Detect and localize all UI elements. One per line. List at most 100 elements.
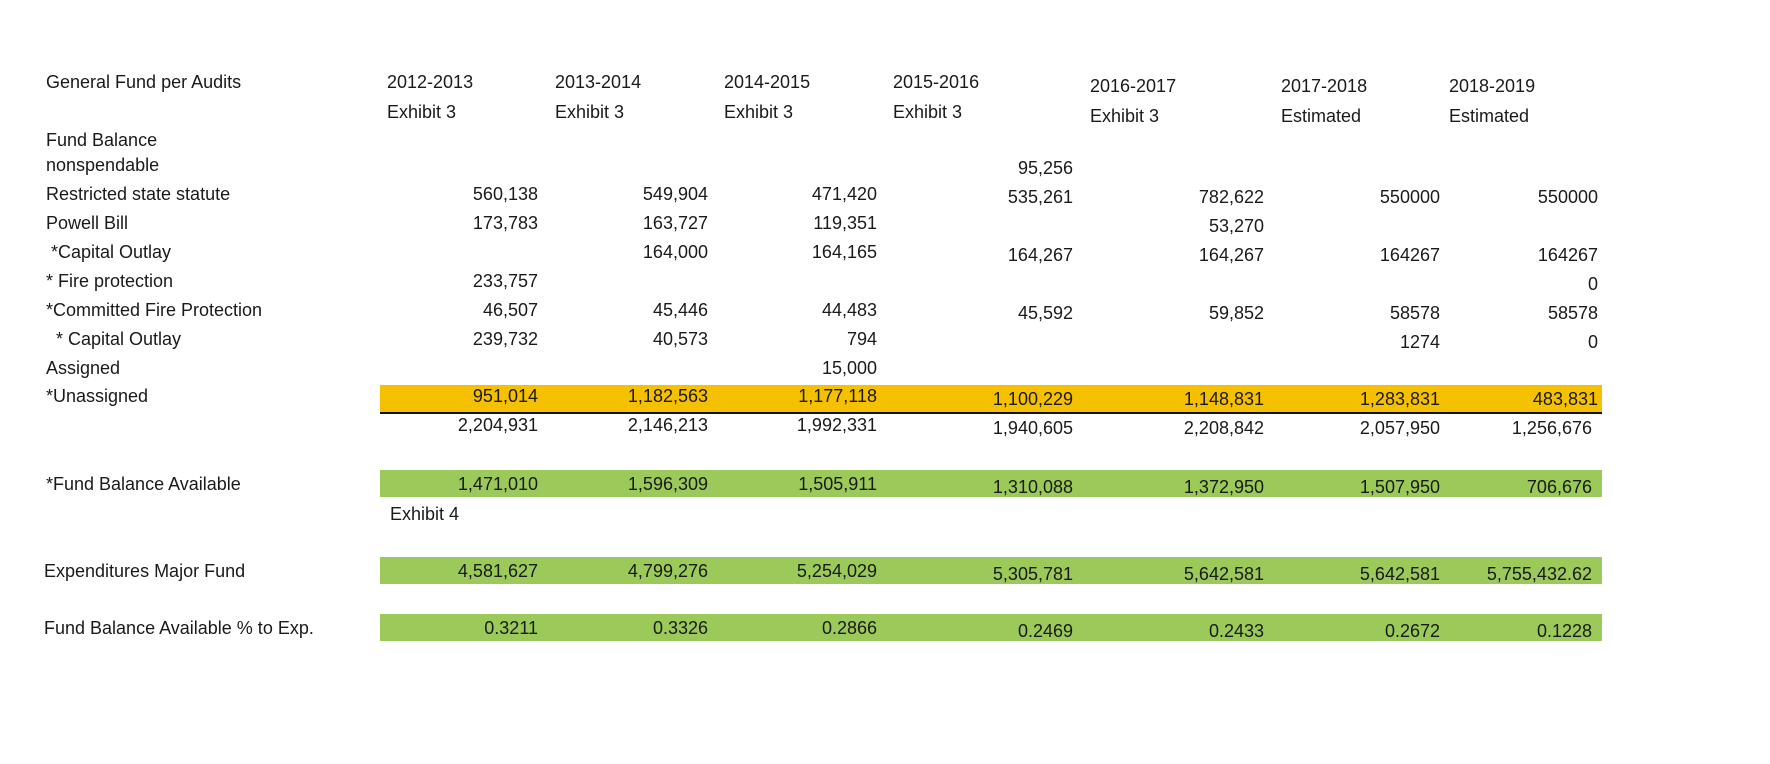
fund-balance-available-label: *Fund Balance Available	[46, 474, 241, 494]
value-cell: 1,596,309	[627, 474, 708, 494]
value-cell: 2,057,950	[1359, 418, 1440, 438]
row-cell: 164267	[1379, 245, 1440, 265]
row-label: * Capital Outlay	[46, 329, 182, 349]
row-label: nonspendable	[46, 155, 160, 175]
row-cell: 164,267	[1007, 245, 1073, 265]
row-cell: 782,622	[1198, 187, 1264, 207]
row-cell: 59,852	[1208, 303, 1264, 323]
row-cell: 15,000	[821, 358, 877, 378]
row-label: Restricted state statute	[46, 184, 231, 204]
row-cell: 550000	[1537, 187, 1598, 207]
row-cell: 0	[1587, 274, 1598, 294]
value-cell: 0.2433	[1208, 621, 1264, 641]
total-rule	[380, 412, 1602, 414]
value-cell: 1,992,331	[796, 415, 877, 435]
row-cell: 53,270	[1208, 216, 1264, 236]
value-cell: 0.2866	[821, 618, 877, 638]
value-cell: 1,940,605	[992, 418, 1073, 438]
row-label: * Fire protection	[46, 271, 174, 291]
value-cell: 1,505,911	[798, 474, 877, 494]
value-cell: 1,471,010	[457, 474, 538, 494]
column-year: 2013-2014	[555, 72, 642, 92]
value-cell: 5,642,581	[1359, 564, 1440, 584]
column-year: 2015-2016	[893, 72, 980, 92]
row-cell: 233,757	[472, 271, 538, 291]
column-source: Exhibit 3	[893, 102, 963, 122]
column-year: 2014-2015	[724, 72, 811, 92]
row-cell: 163,727	[642, 213, 708, 233]
row-cell: 1,148,831	[1183, 389, 1264, 409]
value-cell: 706,676	[1526, 477, 1592, 497]
row-cell: 44,483	[821, 300, 877, 320]
row-cell: 58578	[1547, 303, 1598, 323]
value-cell: 5,642,581	[1183, 564, 1264, 584]
column-source: Exhibit 3	[555, 102, 625, 122]
row-cell: 119,351	[813, 213, 877, 233]
row-cell: 58578	[1389, 303, 1440, 323]
table-title: General Fund per Audits	[46, 72, 242, 92]
value-cell: 2,208,842	[1183, 418, 1264, 438]
row-cell: 951,014	[472, 386, 538, 406]
value-cell: 2,146,213	[627, 415, 708, 435]
row-cell: 164267	[1537, 245, 1598, 265]
row-cell: 45,446	[652, 300, 708, 320]
row-cell: 1,177,118	[798, 386, 877, 406]
row-label: *Unassigned	[46, 386, 149, 406]
value-cell: 5,755,432.62	[1486, 564, 1592, 584]
value-cell: 0.2672	[1384, 621, 1440, 641]
column-year: 2012-2013	[387, 72, 474, 92]
value-cell: 1,372,950	[1183, 477, 1264, 497]
row-cell: 560,138	[472, 184, 538, 204]
available-highlight	[380, 470, 1602, 497]
column-year: 2017-2018	[1281, 76, 1368, 96]
row-cell: 0	[1587, 332, 1598, 352]
row-cell: 239,732	[472, 329, 538, 349]
row-label: *Committed Fire Protection	[46, 300, 263, 320]
column-source: Estimated	[1449, 106, 1530, 126]
exhibit-4-note: Exhibit 4	[390, 504, 460, 524]
column-source: Exhibit 3	[724, 102, 794, 122]
row-label: Powell Bill	[46, 213, 129, 233]
value-cell: 2,204,931	[457, 415, 538, 435]
column-year: 2016-2017	[1090, 76, 1177, 96]
column-source: Estimated	[1281, 106, 1362, 126]
value-cell: 4,799,276	[627, 561, 708, 581]
value-cell: 5,254,029	[796, 561, 877, 581]
value-cell: 0.3211	[484, 618, 538, 638]
value-cell: 1,256,676	[1511, 418, 1592, 438]
row-label: Assigned	[46, 358, 121, 378]
row-cell: 45,592	[1017, 303, 1073, 323]
row-cell: 550000	[1379, 187, 1440, 207]
row-cell: 549,904	[642, 184, 708, 204]
value-cell: 1,310,088	[992, 477, 1073, 497]
row-cell: 95,256	[1017, 158, 1073, 178]
row-cell: 1,100,229	[992, 389, 1073, 409]
value-cell: 4,581,627	[457, 561, 538, 581]
row-cell: 483,831	[1532, 389, 1598, 409]
row-cell: 794	[846, 329, 877, 349]
expenditures-highlight	[380, 557, 1602, 584]
row-cell: 164,267	[1198, 245, 1264, 265]
row-cell: 164,000	[642, 242, 708, 262]
row-cell: 40,573	[652, 329, 708, 349]
value-cell: 0.1228	[1536, 621, 1592, 641]
column-year: 2018-2019	[1449, 76, 1536, 96]
value-cell: 5,305,781	[992, 564, 1073, 584]
value-cell: 0.2469	[1017, 621, 1073, 641]
row-cell: 471,420	[811, 184, 877, 204]
unassigned-highlight	[380, 385, 1602, 412]
column-source: Exhibit 3	[387, 102, 457, 122]
ratio-label: Fund Balance Available % to Exp.	[44, 618, 314, 638]
row-cell: 535,261	[1007, 187, 1073, 207]
row-cell: 46,507	[482, 300, 538, 320]
expenditures-label: Expenditures Major Fund	[44, 561, 246, 581]
row-label: *Capital Outlay	[46, 242, 172, 262]
row-cell: 1,283,831	[1359, 389, 1440, 409]
row-cell: 1,182,563	[627, 386, 708, 406]
value-cell: 1,507,950	[1359, 477, 1440, 497]
section-label: Fund Balance	[46, 130, 158, 150]
column-source: Exhibit 3	[1090, 106, 1160, 126]
row-cell: 164,165	[811, 242, 877, 262]
ratio-highlight	[380, 614, 1602, 641]
row-cell: 173,783	[472, 213, 538, 233]
